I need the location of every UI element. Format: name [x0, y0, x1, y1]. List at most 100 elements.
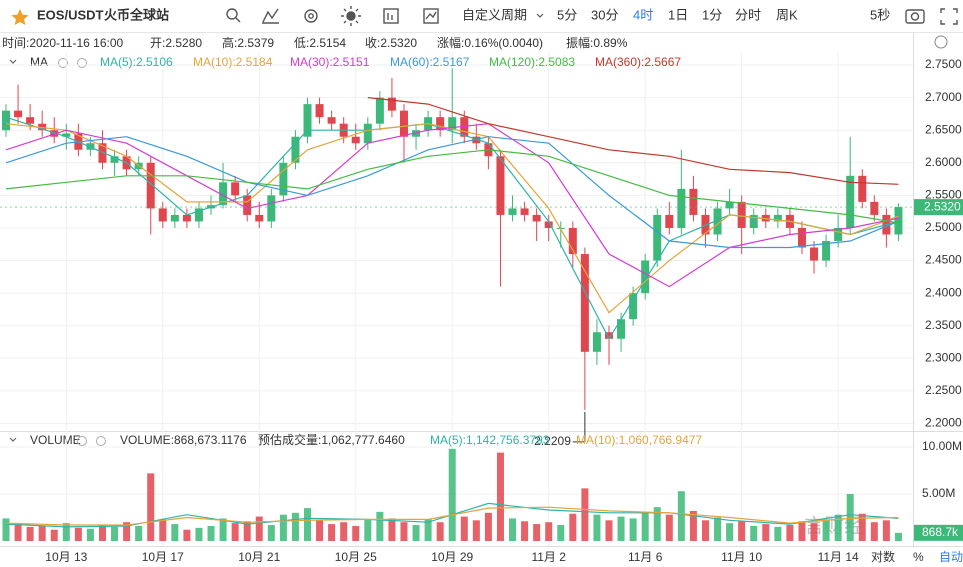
- x-tick-label: 10月 25: [335, 550, 377, 564]
- volume-bar: [557, 525, 565, 541]
- candle-body: [146, 162, 155, 209]
- y-tick-label: 2.5500: [925, 188, 962, 202]
- ma-visibility[interactable]: [77, 58, 87, 68]
- volume-bar: [750, 525, 758, 541]
- theme-icon[interactable]: [341, 6, 361, 26]
- y-tick-label: 5.00M: [922, 486, 955, 500]
- candle-body: [38, 123, 47, 131]
- volume-bar: [834, 514, 842, 541]
- volume-bar: [894, 532, 902, 541]
- exchange: 火币全球站: [104, 7, 169, 22]
- period-option[interactable]: 分时: [735, 7, 761, 22]
- candle-body: [399, 110, 408, 137]
- candle-body: [605, 332, 613, 339]
- volume-bar: [352, 525, 360, 541]
- candle-body: [2, 110, 10, 131]
- volume-bar: [460, 516, 468, 541]
- volume-bar: [798, 521, 806, 541]
- volume-bar: [593, 514, 601, 541]
- volume-bar: [653, 507, 661, 541]
- period-option[interactable]: 4时: [633, 7, 653, 22]
- x-tick-label: 11月 6: [628, 550, 663, 564]
- ma-settings[interactable]: [58, 58, 68, 68]
- legend-item: MA(10):1,060,766.9477: [576, 433, 702, 447]
- volume-bar: [98, 525, 106, 541]
- candle-body: [50, 130, 59, 137]
- x-tick-label: 10月 29: [431, 550, 473, 564]
- log-toggle[interactable]: 对数: [871, 549, 895, 564]
- volume-bar: [774, 526, 782, 541]
- x-tick-label: 10月 21: [238, 550, 280, 564]
- percent-toggle[interactable]: %: [913, 550, 924, 564]
- period-option[interactable]: 1分: [702, 7, 722, 22]
- y-tick-label: 2.4500: [925, 253, 962, 267]
- candle-body: [194, 208, 203, 222]
- favorite-star[interactable]: [11, 9, 29, 25]
- volume-bar: [26, 526, 34, 541]
- legend-item: MA(5):1,142,756.3793: [430, 433, 550, 447]
- volume-bar: [605, 520, 613, 541]
- candle-body: [749, 214, 758, 228]
- y-tick-label: 2.6500: [925, 122, 962, 136]
- volume-visibility[interactable]: [96, 436, 106, 446]
- ma-line: [5, 506, 899, 526]
- volume-bar: [74, 527, 82, 541]
- volume-bar: [183, 529, 191, 541]
- volume-bar: [617, 516, 625, 541]
- candle-body: [303, 104, 312, 137]
- volume-bar: [665, 514, 673, 541]
- volume-bar: [870, 522, 878, 541]
- volume-bar: [448, 448, 456, 541]
- volume-bar: [641, 512, 649, 541]
- period-option[interactable]: 1日: [668, 7, 688, 22]
- volume-bar: [677, 491, 685, 541]
- candle-body: [725, 201, 734, 209]
- period-option[interactable]: 5分: [557, 7, 577, 22]
- volume-bar: [569, 513, 577, 541]
- indicator-icon[interactable]: [262, 8, 279, 24]
- candle-body: [677, 188, 686, 228]
- y-tick-label: 2.3500: [925, 318, 962, 332]
- search-icon[interactable]: [226, 8, 241, 23]
- candle-body: [797, 227, 806, 248]
- toolbar: [0, 0, 963, 32]
- layout-icon[interactable]: [383, 8, 399, 24]
- auto-toggle[interactable]: 自动: [939, 550, 963, 564]
- current-volume-tag: [914, 524, 963, 541]
- volume-bar: [2, 518, 10, 541]
- volume-bar: [858, 513, 866, 541]
- volume-bar: [267, 525, 275, 541]
- ma-line: [5, 149, 899, 224]
- info-toggle[interactable]: [934, 35, 948, 49]
- info-item: 高:2.5379: [222, 35, 274, 50]
- refresh-interval[interactable]: 5秒: [870, 7, 890, 22]
- ma-line: [5, 502, 899, 528]
- candle-body: [448, 117, 457, 131]
- ma-line: [5, 123, 899, 314]
- candle-body: [170, 214, 179, 222]
- legend-item: MA(30):2.5151: [290, 55, 370, 69]
- period-option[interactable]: 周K: [776, 7, 798, 22]
- x-tick-label: 10月 17: [142, 550, 184, 564]
- screenshot-icon[interactable]: [905, 9, 925, 24]
- y-tick-label: 2.7500: [925, 57, 962, 71]
- volume-bar: [135, 525, 143, 541]
- fullscreen-icon[interactable]: [940, 8, 958, 25]
- volume-title: VOLUME: [30, 433, 81, 447]
- custom-period[interactable]: 自定义周期: [462, 7, 527, 22]
- volume-bar: [581, 488, 589, 541]
- volume-bar: [822, 519, 830, 541]
- settings-icon[interactable]: [304, 9, 318, 23]
- volume-bar: [689, 510, 697, 541]
- period-option[interactable]: 30分: [591, 7, 618, 22]
- volume-bar: [376, 511, 384, 541]
- candle-body: [363, 123, 372, 144]
- candle-body: [62, 133, 71, 137]
- volume-bar: [714, 517, 722, 541]
- volume-settings[interactable]: [77, 436, 87, 446]
- candle-body: [315, 104, 324, 118]
- compare-icon[interactable]: [423, 8, 439, 24]
- candle-body: [327, 117, 336, 124]
- volume-bar: [472, 520, 480, 541]
- candle-body: [291, 136, 300, 163]
